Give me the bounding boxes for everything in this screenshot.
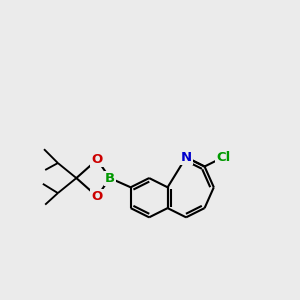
- Text: Cl: Cl: [216, 151, 230, 164]
- Text: O: O: [92, 190, 103, 203]
- Text: N: N: [181, 151, 192, 164]
- Text: B: B: [105, 172, 115, 184]
- Text: O: O: [92, 153, 103, 166]
